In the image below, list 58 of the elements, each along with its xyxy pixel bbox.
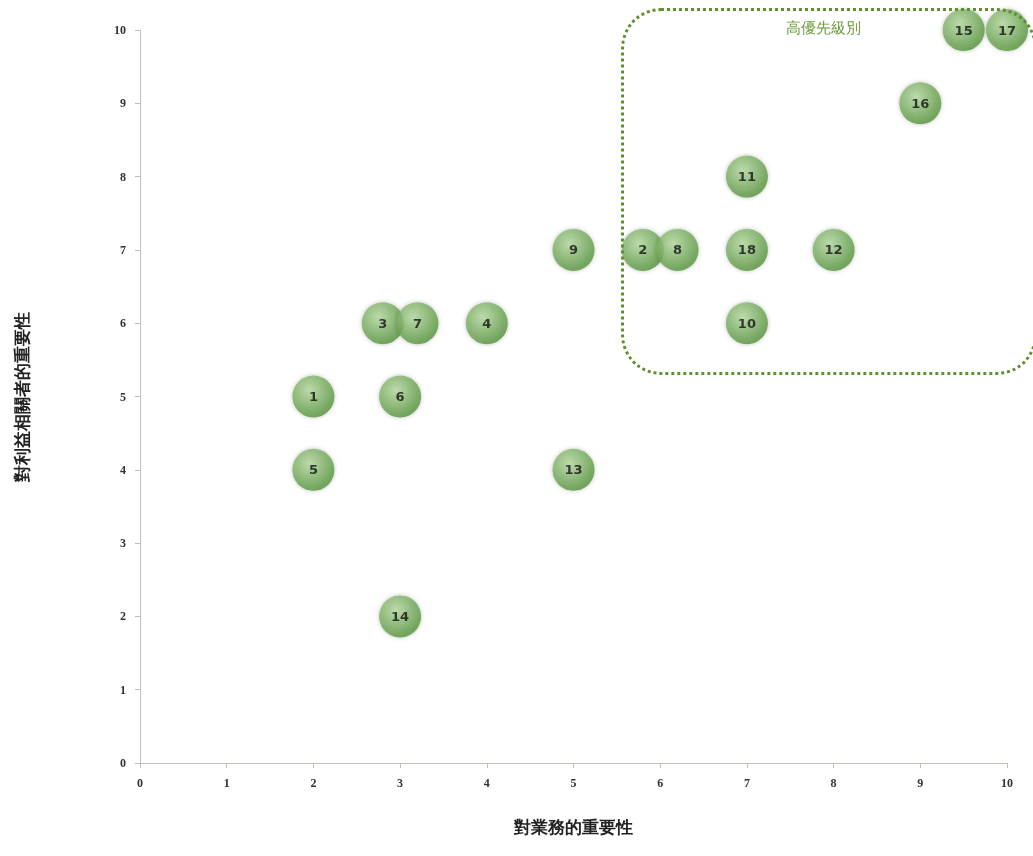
x-tick-label: 4 [483,776,490,790]
point [465,302,508,345]
point [656,228,699,271]
y-axis-title: 對利益相關者的重要性 [11,311,32,483]
x-tick-label: 2 [310,776,317,790]
point [942,9,985,51]
x-tick-label: 10 [1001,776,1013,790]
x-tick-label: 8 [830,776,837,790]
x-tick-label: 7 [743,776,750,790]
x-tick-label: 9 [917,776,924,790]
point [396,302,439,345]
point [292,375,335,418]
x-tick-label: 5 [570,776,577,790]
annotation: 3 [378,315,388,331]
y-tick-label: 4 [120,462,126,477]
point [812,228,855,271]
point [379,375,422,418]
annotation: 6 [395,389,405,404]
y-tick-label: 3 [120,536,126,551]
y-tick-label: 1 [120,682,126,697]
y-tick-label: 0 [120,756,126,770]
point [552,448,595,491]
annotation: 16 [911,95,930,111]
x-tick-label: 0 [137,776,143,790]
annotation: 4 [482,315,492,331]
annotation: 2 [638,242,648,258]
point [292,448,335,491]
annotation: 8 [673,242,683,258]
annotation: 14 [391,608,410,624]
annotation: 12 [824,242,843,258]
y-tick-label: 7 [120,242,126,257]
x-tick-label: 1 [223,776,230,790]
annotation: 高優先級別 [785,18,861,37]
x-tick-label: 6 [657,776,664,790]
y-tick-label: 10 [114,23,126,37]
annotation: 9 [568,242,579,258]
y-tick-label: 9 [120,96,126,111]
point [725,155,768,198]
y-tick-label: 6 [120,316,126,331]
annotation: 1 [308,389,318,404]
annotation: 13 [564,462,583,478]
y-tick-label: 2 [120,609,126,624]
point [552,228,595,271]
y-tick-label: 5 [120,389,126,404]
annotation: 15 [954,22,973,38]
annotation: 5 [308,462,318,478]
point [725,302,768,345]
point [899,82,942,125]
y-tick-label: 8 [120,169,126,184]
point [725,228,768,271]
annotation: 17 [997,22,1017,38]
x-axis-title: 對業務的重要性 [513,816,633,837]
annotation: 10 [737,315,756,331]
point [379,595,422,638]
annotation: 18 [737,242,756,258]
x-tick-label: 3 [397,776,404,790]
annotation: 7 [412,315,422,331]
annotation: 11 [737,169,756,185]
